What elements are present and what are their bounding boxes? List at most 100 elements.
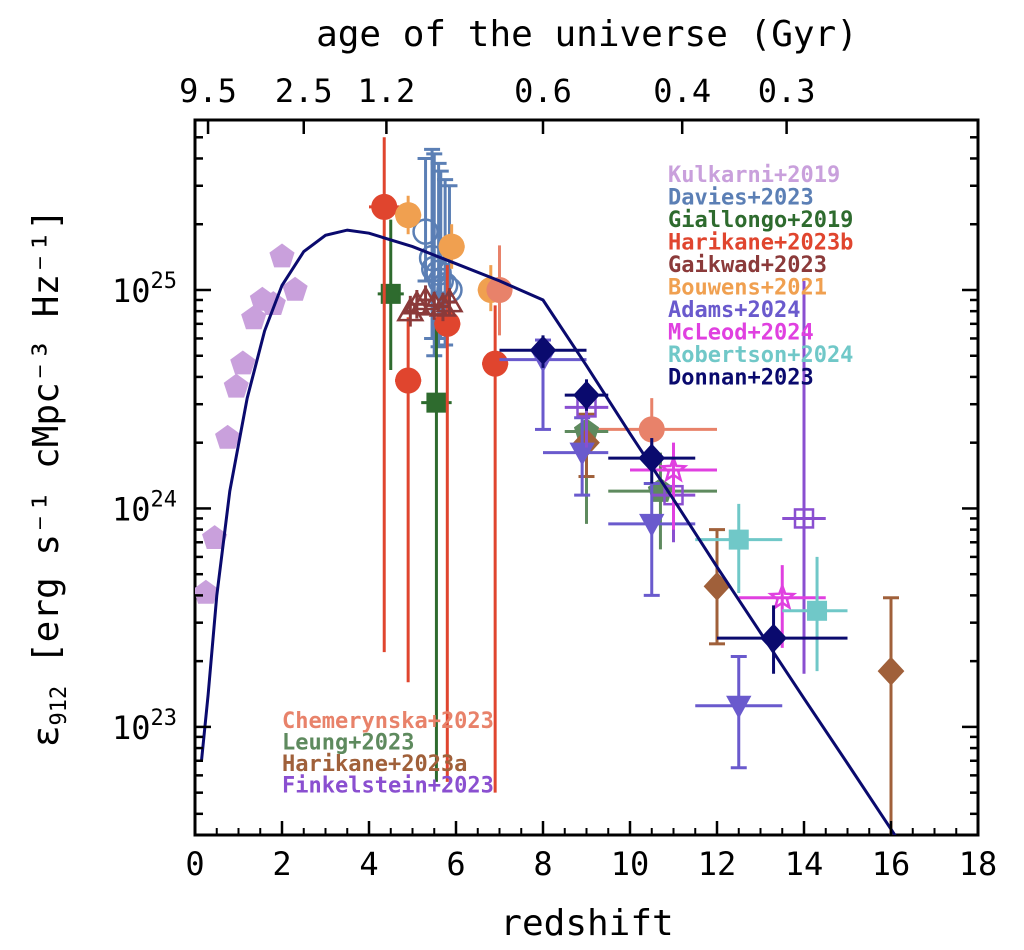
legend-entry: Bouwens+2021 xyxy=(668,276,827,301)
top-tick-label: 1.2 xyxy=(358,72,416,110)
legend-entry: Giallongo+2019 xyxy=(668,208,853,233)
series-robertson-2024 xyxy=(695,503,848,672)
data-point xyxy=(369,137,400,653)
data-point xyxy=(782,280,826,674)
data-point xyxy=(695,503,783,594)
marker-giallongo-2019 xyxy=(380,283,401,304)
x-axis-title: redshift xyxy=(500,903,673,944)
marker-kulkarni-2019 xyxy=(241,305,267,330)
data-point xyxy=(564,379,609,411)
marker-harikane-2023b xyxy=(395,367,422,394)
ticks-layer: 0 2 4 6 8 10 12 14 16 18 1023 1024 1025 9.5 2.5 1.2 0.6 0… xyxy=(112,72,997,883)
top-tick-label: 2.5 xyxy=(275,72,333,110)
marker-gaikwad-2023 xyxy=(435,287,464,313)
marker-kulkarni-2019 xyxy=(260,291,286,315)
marker-kulkarni-2019 xyxy=(282,276,308,301)
legend-entry: Leung+2023 xyxy=(282,731,414,756)
legend-entry: Davies+2023 xyxy=(668,186,814,211)
marker-bouwens-2021 xyxy=(438,233,465,260)
model-curve-layer xyxy=(200,228,897,835)
y-axis-title: ε912 [erg s⁻¹ cMpc⁻³ Hz⁻¹] xyxy=(26,209,72,747)
marker-kulkarni-2019 xyxy=(215,424,241,449)
data-point xyxy=(434,265,461,782)
y-tick-label: 1025 xyxy=(112,269,177,310)
legend-entry: Robertson+2024 xyxy=(668,343,853,368)
x-tick-label: 8 xyxy=(533,845,552,883)
series-donnan-2023 xyxy=(499,335,848,674)
data-point xyxy=(543,416,609,497)
legend-entry: Adams+2024 xyxy=(668,298,800,323)
marker-chemerynska-2023 xyxy=(638,416,665,443)
x-tick-label: 16 xyxy=(872,845,911,883)
top-tick-label: 0.4 xyxy=(653,72,711,110)
marker-gaikwad-2023 xyxy=(402,289,432,315)
legend-entry: Finkelstein+2023 xyxy=(282,774,494,799)
data-point xyxy=(695,655,783,770)
x-tick-label: 0 xyxy=(185,845,204,883)
data-point xyxy=(486,245,513,336)
marker-harikane-2023b xyxy=(371,193,398,220)
data-point xyxy=(223,373,249,398)
series-giallongo-2019 xyxy=(377,219,452,782)
marker-davies-2023 xyxy=(427,267,455,295)
legend-entry: Harikane+2023a xyxy=(282,752,467,777)
marker-harikane-2023a xyxy=(703,571,731,601)
data-point xyxy=(377,219,404,371)
data-point xyxy=(241,305,267,330)
data-point xyxy=(282,276,308,301)
data-point xyxy=(877,596,905,835)
data-point xyxy=(782,556,848,672)
data-point xyxy=(395,195,422,235)
top-axis-title: age of the universe (Gyr) xyxy=(316,14,858,55)
marker-kulkarni-2019 xyxy=(269,243,295,268)
legend-entry: Harikane+2023b xyxy=(668,231,853,256)
legend-layer: Kulkarni+2019Davies+2023Giallongo+2019Ha… xyxy=(282,163,853,799)
data-point xyxy=(438,224,465,269)
x-tick-label: 12 xyxy=(698,845,737,883)
svg-text:ε912 [erg s⁻¹ cMpc⁻³ Hz⁻¹]: ε912 [erg s⁻¹ cMpc⁻³ Hz⁻¹] xyxy=(26,209,72,747)
data-point xyxy=(195,579,219,604)
x-tick-label: 2 xyxy=(272,845,291,883)
marker-adams-2024 xyxy=(569,442,595,466)
legend-entry: McLeod+2024 xyxy=(668,321,814,346)
data-point xyxy=(395,317,422,683)
data-point xyxy=(269,243,295,268)
marker-adams-2024 xyxy=(726,695,752,719)
marker-robertson-2024 xyxy=(807,600,828,621)
marker-mcleod-2024 xyxy=(767,582,798,611)
marker-adams-2024 xyxy=(639,513,665,537)
data-point xyxy=(260,291,286,315)
model-curve xyxy=(200,228,897,835)
y-tick-label: 1024 xyxy=(112,487,177,528)
data-point xyxy=(421,323,452,782)
legend-entry: Kulkarni+2019 xyxy=(668,163,840,188)
series-harikane-2023b xyxy=(369,137,509,793)
data-point xyxy=(230,350,256,375)
marker-kulkarni-2019 xyxy=(223,373,249,398)
data-point xyxy=(499,335,587,368)
marker-donnan-2023 xyxy=(529,335,557,365)
series-layer xyxy=(195,137,905,835)
marker-robertson-2024 xyxy=(728,529,749,550)
series-gaikwad-2023 xyxy=(396,285,464,327)
top-tick-label: 0.6 xyxy=(514,72,572,110)
y-axis-symbol: ε xyxy=(26,725,67,747)
marker-bouwens-2021 xyxy=(395,202,422,229)
data-point xyxy=(482,305,509,793)
y-axis-subscript: 912 xyxy=(47,686,72,726)
series-kulkarni-2019 xyxy=(195,243,308,604)
legend-entry: Chemerynska+2023 xyxy=(282,709,494,734)
x-tick-label: 6 xyxy=(446,845,465,883)
x-tick-label: 18 xyxy=(959,845,998,883)
data-point xyxy=(608,482,696,597)
x-tick-label: 10 xyxy=(611,845,650,883)
data-point xyxy=(703,528,731,646)
marker-kulkarni-2019 xyxy=(195,579,219,604)
data-point xyxy=(435,287,464,317)
marker-kulkarni-2019 xyxy=(230,350,256,375)
x-tick-label: 14 xyxy=(785,845,824,883)
marker-giallongo-2019 xyxy=(426,392,447,413)
x-tick-label: 4 xyxy=(359,845,378,883)
y-tick-label: 1023 xyxy=(112,706,177,747)
